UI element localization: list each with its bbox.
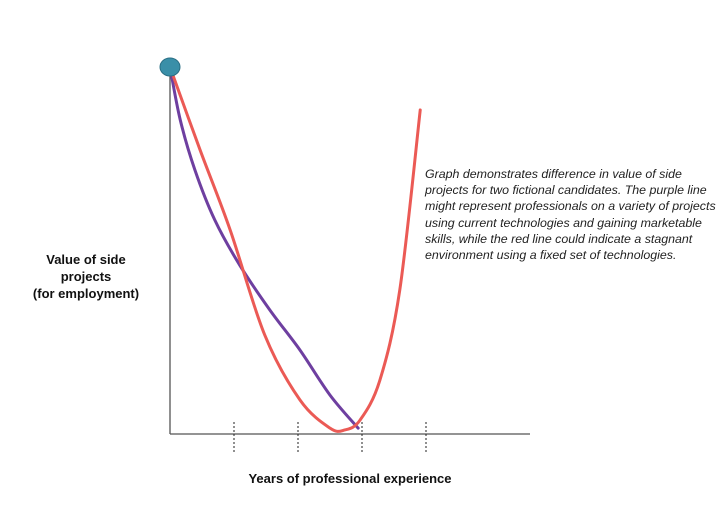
y-axis-label: Value of side projects (for employment) <box>20 251 152 302</box>
y-axis-label-line: projects <box>60 269 112 284</box>
y-axis-label-line: (for employment) <box>32 286 140 301</box>
annotation-text: Graph demonstrates difference in value o… <box>425 167 716 263</box>
start-point <box>159 57 181 77</box>
x-axis-label: Years of professional experience <box>248 471 452 486</box>
series-line-red <box>168 65 422 433</box>
y-axis-label-line: Value of side <box>46 252 126 267</box>
series-line-purple <box>168 65 360 430</box>
